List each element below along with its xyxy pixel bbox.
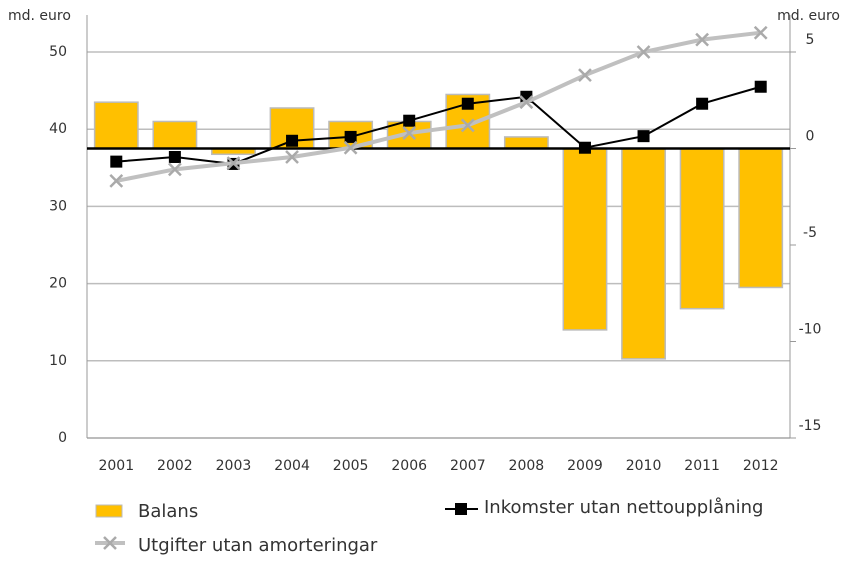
x-tick-label: 2009 xyxy=(567,458,603,474)
y2-axis-label: md. euro xyxy=(777,8,840,24)
x-tick-label: 2010 xyxy=(626,458,662,474)
x-tick-label: 2007 xyxy=(450,458,486,474)
y-tick-label: 0 xyxy=(58,430,67,446)
y2-tick-label: -10 xyxy=(799,322,822,338)
x-tick-label: 2006 xyxy=(391,458,427,474)
marker xyxy=(110,155,123,168)
x-tick-label: 2002 xyxy=(157,458,193,474)
x-tick-label: 2008 xyxy=(509,458,545,474)
marker xyxy=(402,126,417,140)
y2-tick-label: 0 xyxy=(806,129,815,145)
y2-tick-label: -15 xyxy=(799,418,822,434)
legend-label: Balans xyxy=(138,501,198,522)
y-axis-label: md. euro xyxy=(8,8,71,24)
bar xyxy=(679,147,725,310)
marker xyxy=(167,162,182,177)
marker xyxy=(460,118,475,133)
bar xyxy=(503,136,549,150)
legend-swatch xyxy=(95,504,123,518)
marker xyxy=(286,134,299,147)
x-tick-label: 2011 xyxy=(684,458,720,474)
y-tick-label: 40 xyxy=(49,121,67,137)
bar xyxy=(738,147,784,289)
y-tick-label: 30 xyxy=(49,198,67,214)
marker xyxy=(344,130,357,143)
marker xyxy=(637,130,650,143)
marker xyxy=(168,150,181,163)
x-tick-label: 2003 xyxy=(216,458,252,474)
bar xyxy=(93,101,139,150)
marker xyxy=(696,97,709,110)
y2-tick-label: 5 xyxy=(806,32,815,48)
legend-swatch xyxy=(455,503,467,515)
y-tick-label: 10 xyxy=(49,353,67,369)
x-tick-label: 2005 xyxy=(333,458,369,474)
marker xyxy=(285,150,299,164)
x-tick-label: 2012 xyxy=(743,458,779,474)
line xyxy=(115,30,761,183)
marker xyxy=(636,45,651,59)
marker xyxy=(578,68,592,83)
bar xyxy=(152,120,198,150)
marker xyxy=(403,114,416,127)
x-tick-label: 2004 xyxy=(274,458,310,474)
marker xyxy=(753,25,768,40)
marker xyxy=(695,32,710,47)
bar xyxy=(621,147,666,360)
y-tick-label: 50 xyxy=(49,44,67,60)
y2-tick-label: -5 xyxy=(803,225,817,241)
marker xyxy=(343,140,358,155)
marker xyxy=(754,80,767,93)
legend-label: Utgifter utan amorteringar xyxy=(138,535,378,556)
y-tick-label: 20 xyxy=(49,276,67,292)
x-tick-label: 2001 xyxy=(98,458,134,474)
marker xyxy=(578,141,591,154)
marker xyxy=(226,156,241,171)
legend-swatch xyxy=(103,536,117,550)
bar xyxy=(562,147,608,331)
marker xyxy=(461,97,474,110)
legend-label: Inkomster utan nettoupplåning xyxy=(484,497,763,518)
marker xyxy=(109,174,124,188)
marker xyxy=(519,95,534,110)
